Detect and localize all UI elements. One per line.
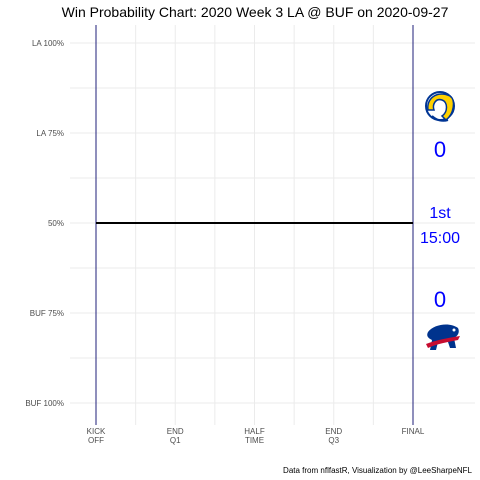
home-score: 0	[434, 287, 446, 312]
y-tick-label: 50%	[48, 219, 64, 228]
grid	[70, 25, 475, 425]
away-score: 0	[434, 137, 446, 162]
game-quarter: 1st	[429, 205, 451, 222]
x-tick-label: TIME	[245, 436, 264, 445]
chart-title: Win Probability Chart: 2020 Week 3 LA @ …	[62, 4, 449, 20]
bills-buffalo-logo	[426, 324, 460, 350]
x-tick-label: FINAL	[402, 427, 425, 436]
x-tick-label: END	[167, 427, 184, 436]
y-tick-label: BUF 75%	[30, 309, 64, 318]
x-tick-label: Q1	[170, 436, 181, 445]
chart-caption: Data from nflfastR, Visualization by @Le…	[283, 466, 473, 475]
x-tick-label: END	[325, 427, 342, 436]
y-tick-label: LA 100%	[32, 39, 64, 48]
x-tick-label: OFF	[88, 436, 104, 445]
x-tick-label: KICK	[87, 427, 106, 436]
y-tick-label: LA 75%	[36, 129, 64, 138]
y-tick-label: BUF 100%	[25, 399, 64, 408]
x-tick-label: HALF	[244, 427, 265, 436]
y-axis-ticks: LA 100% LA 75% 50% BUF 75% BUF 100%	[25, 39, 64, 408]
x-tick-label: Q3	[328, 436, 339, 445]
game-clock: 15:00	[420, 230, 460, 247]
rams-horn-logo	[425, 91, 455, 122]
